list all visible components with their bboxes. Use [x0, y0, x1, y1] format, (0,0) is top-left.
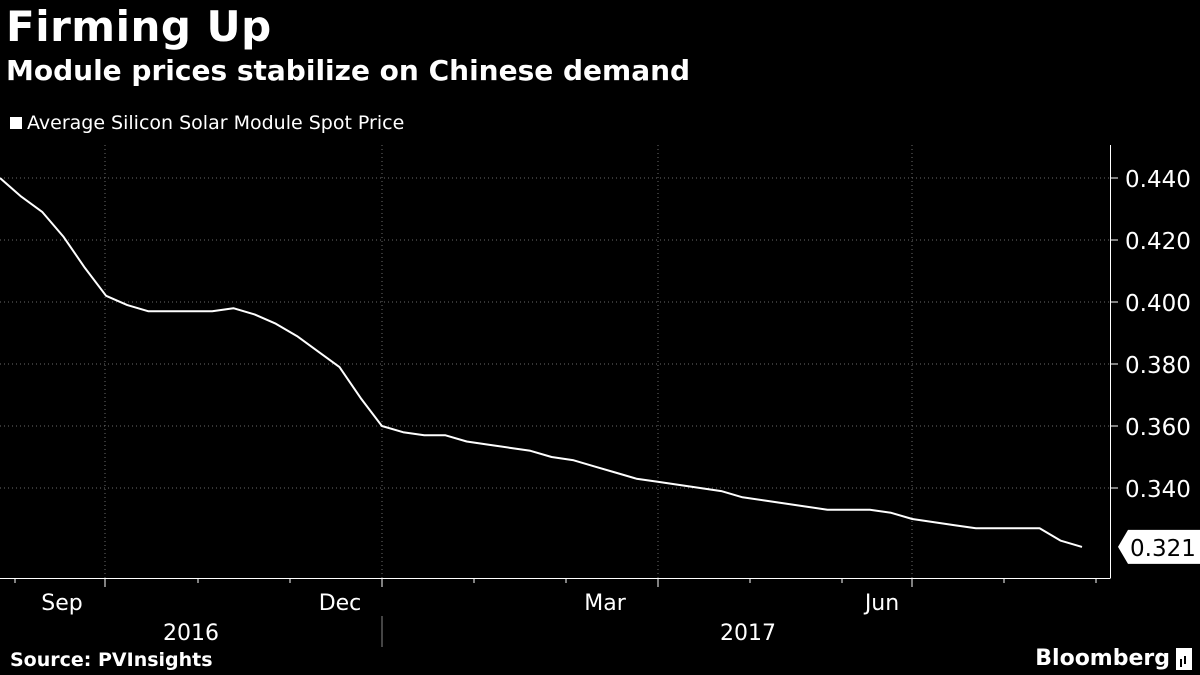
y-tick-label: 0.380 [1125, 353, 1191, 379]
bloomberg-icon [1176, 647, 1192, 670]
y-tick-label: 0.420 [1125, 229, 1191, 255]
legend-swatch [10, 117, 22, 129]
legend-label: Average Silicon Solar Module Spot Price [27, 112, 405, 134]
source-note: Source: PVInsights [10, 649, 213, 671]
chart-subtitle: Module prices stabilize on Chinese deman… [6, 54, 691, 87]
chart-title: Firming Up [6, 2, 272, 51]
legend: Average Silicon Solar Module Spot Price [10, 112, 404, 134]
x-tick-label: Sep [41, 591, 82, 616]
x-tick-label: Jun [863, 591, 899, 616]
year-label: 2017 [720, 621, 776, 646]
last-value-callout [1118, 529, 1200, 564]
y-tick-label: 0.440 [1125, 167, 1191, 193]
last-value-label: 0.321 [1130, 536, 1196, 562]
y-tick-label: 0.340 [1125, 477, 1191, 503]
y-tick-label: 0.400 [1125, 291, 1191, 317]
bloomberg-logo: Bloomberg [1035, 646, 1192, 671]
year-label: 2016 [163, 621, 219, 646]
x-tick-label: Mar [584, 591, 626, 616]
series-line-spot-price [0, 177, 1083, 548]
x-tick-label: Dec [319, 591, 362, 616]
y-tick-label: 0.360 [1125, 415, 1191, 441]
brand-name: Bloomberg [1035, 646, 1170, 671]
